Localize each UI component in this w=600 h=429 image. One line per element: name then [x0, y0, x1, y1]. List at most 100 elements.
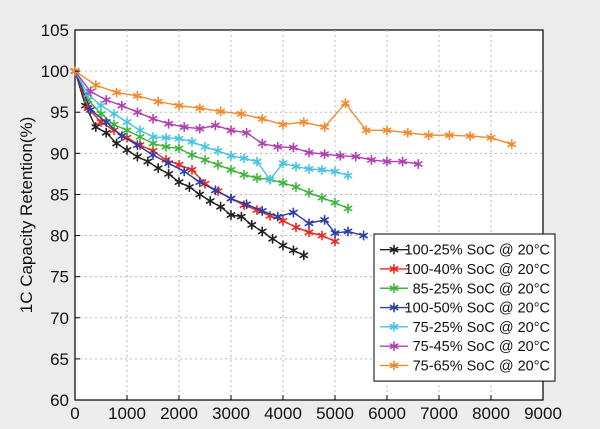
data-point — [288, 245, 298, 256]
data-point — [239, 153, 249, 164]
y-tick-label: 100 — [41, 62, 69, 81]
y-tick-label: 105 — [41, 21, 69, 40]
data-point — [187, 149, 197, 160]
data-point — [210, 185, 220, 196]
data-point — [304, 147, 314, 158]
data-point — [304, 227, 314, 238]
x-tick-label: 9000 — [524, 404, 562, 423]
data-point — [200, 154, 210, 165]
data-point — [216, 106, 226, 117]
series-line — [74, 70, 349, 181]
legend-label: 75-25% SoC @ 20°C — [413, 320, 550, 336]
data-point — [403, 127, 413, 138]
x-tick-label: 7000 — [420, 404, 458, 423]
data-point — [161, 141, 171, 152]
data-point — [265, 174, 275, 185]
data-point — [132, 90, 142, 101]
data-point — [143, 156, 153, 167]
data-point — [86, 86, 96, 97]
data-point — [252, 156, 262, 167]
data-point — [195, 103, 205, 114]
data-point — [304, 218, 314, 229]
data-point — [91, 122, 101, 133]
legend-label: 75-65% SoC @ 20°C — [413, 358, 550, 374]
y-tick-label: 85 — [50, 185, 69, 204]
data-point — [304, 187, 314, 198]
data-point — [179, 122, 189, 133]
data-point — [226, 150, 236, 161]
data-point — [135, 125, 145, 136]
data-point — [187, 164, 197, 175]
legend-item: 100-40% SoC @ 20°C — [380, 262, 550, 278]
data-point — [486, 132, 496, 143]
data-point — [330, 166, 340, 177]
x-tick-label: 6000 — [368, 404, 406, 423]
data-point — [335, 150, 345, 161]
data-point — [132, 140, 142, 151]
data-point — [252, 173, 262, 183]
data-point — [366, 154, 376, 165]
data-point — [122, 117, 132, 128]
series-6 — [70, 66, 423, 170]
data-point — [278, 158, 288, 169]
legend-label: 75-45% SoC @ 20°C — [413, 339, 550, 355]
x-tick-label: 3000 — [212, 404, 250, 423]
data-point — [122, 125, 132, 136]
data-point — [299, 117, 309, 128]
data-point — [200, 178, 210, 189]
data-point — [257, 226, 267, 237]
data-point — [236, 108, 246, 119]
data-point — [291, 222, 301, 233]
y-tick-label: 70 — [50, 309, 69, 328]
data-point — [187, 136, 197, 147]
legend-label: 100-50% SoC @ 20°C — [405, 301, 550, 317]
data-point — [330, 197, 340, 208]
x-tick-label: 4000 — [264, 404, 302, 423]
data-point — [278, 177, 288, 188]
data-point — [101, 127, 111, 138]
x-tick-label: 0 — [70, 404, 79, 423]
legend-label: 100-25% SoC @ 20°C — [405, 243, 550, 259]
data-point — [278, 240, 288, 251]
data-point — [242, 127, 252, 138]
data-point — [174, 133, 184, 144]
data-point — [213, 159, 223, 170]
data-point — [226, 193, 236, 204]
data-point — [257, 138, 267, 149]
y-tick-label: 60 — [50, 391, 69, 410]
data-point — [179, 166, 189, 177]
data-point — [101, 117, 111, 128]
data-point — [205, 196, 215, 207]
data-point — [278, 119, 288, 130]
data-point — [122, 145, 132, 156]
series-line — [74, 70, 349, 210]
data-point — [226, 125, 236, 136]
data-point — [226, 210, 236, 220]
data-point — [317, 230, 327, 241]
data-point — [299, 250, 309, 261]
data-point — [257, 113, 267, 124]
x-tick-label: 1000 — [108, 404, 146, 423]
data-point — [195, 123, 205, 134]
data-point — [343, 203, 353, 214]
data-point — [195, 177, 205, 188]
data-point — [507, 139, 517, 150]
data-point — [320, 149, 330, 160]
data-point — [148, 131, 158, 142]
y-axis-label: 1C Capacity Retention(%) — [17, 117, 36, 314]
x-tick-label: 8000 — [472, 404, 510, 423]
legend-item: 100-50% SoC @ 20°C — [380, 301, 550, 317]
data-point — [317, 164, 327, 175]
data-point — [109, 108, 119, 119]
ticks: 0 1000 2000 3000 4000 5000 6000 7000 8000 9000 60 6… — [41, 21, 562, 423]
series-1 — [70, 66, 309, 261]
data-point — [239, 169, 249, 180]
data-point — [96, 100, 106, 111]
data-point — [174, 143, 184, 154]
data-point — [86, 104, 96, 115]
data-point — [361, 125, 371, 136]
x-tick-label: 5000 — [316, 404, 354, 423]
data-point — [398, 156, 408, 167]
data-point — [330, 228, 340, 239]
